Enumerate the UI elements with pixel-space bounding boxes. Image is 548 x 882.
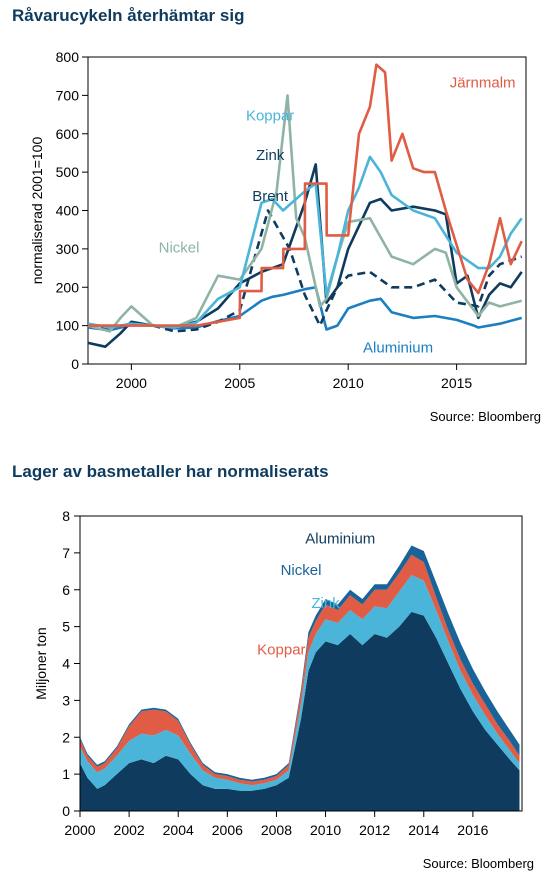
y-tick-label: 700 — [56, 87, 80, 103]
series-label-aluminium: Aluminium — [305, 531, 375, 548]
x-tick-label: 2010 — [310, 822, 341, 838]
series-label-nickel: Nickel — [281, 562, 322, 579]
y-tick-label: 0 — [62, 803, 70, 819]
series-line-aluminium — [87, 286, 523, 332]
series-label-koppar: Koppar — [246, 107, 294, 124]
y-tick-label: 100 — [56, 318, 80, 334]
series-line-zink — [87, 209, 523, 333]
series-label-brent: Brent — [252, 188, 289, 205]
y-tick-label: 0 — [71, 356, 79, 372]
source-label: Source: Bloomberg — [430, 409, 541, 424]
y-tick-label: 7 — [62, 545, 70, 561]
y-axis-label: normaliserad 2001=100 — [29, 137, 45, 285]
series-label-zink: Zink — [311, 595, 340, 612]
y-tick-label: 8 — [62, 508, 70, 524]
x-tick-label: 2000 — [116, 375, 147, 391]
x-tick-label: 2002 — [114, 822, 145, 838]
series-label-jarnmalm: Järnmalm — [450, 75, 516, 92]
x-tick-label: 2016 — [457, 822, 488, 838]
y-tick-label: 300 — [56, 241, 80, 257]
series-label-koppar: Koppar — [257, 641, 305, 658]
y-tick-label: 2 — [62, 729, 70, 745]
x-tick-label: 2014 — [408, 822, 439, 838]
area-aluminium — [80, 611, 520, 811]
x-tick-label: 2012 — [359, 822, 390, 838]
x-tick-label: 2004 — [163, 822, 194, 838]
chart-title-2: Lager av basmetaller har normaliserats — [12, 462, 329, 481]
y-tick-label: 800 — [56, 49, 80, 65]
x-tick-label: 2006 — [212, 822, 243, 838]
series-label-zink: Zink — [256, 147, 285, 164]
y-tick-label: 500 — [56, 164, 80, 180]
y-tick-label: 200 — [56, 279, 80, 295]
y-axis-label: Miljoner ton — [33, 627, 49, 699]
y-tick-label: 6 — [62, 582, 70, 598]
y-tick-label: 5 — [62, 619, 70, 635]
series-line-jarnmalm — [88, 63, 523, 327]
y-tick-label: 1 — [62, 766, 70, 782]
plot-frame — [87, 56, 527, 365]
source-label: Source: Bloomberg — [423, 856, 534, 871]
chart-title-1: Råvarucykeln återhämtar sig — [12, 6, 245, 25]
x-tick-label: 2005 — [224, 375, 255, 391]
stacked-area-chart: 0 1 2 3 4 5 6 7 8 2000 2002 2004 2006 2008 2010 2012 201… — [33, 508, 534, 871]
x-tick-label: 2008 — [261, 822, 292, 838]
y-tick-label: 4 — [62, 656, 70, 672]
y-tick-label: 600 — [56, 126, 80, 142]
x-tick-label: 2010 — [333, 375, 364, 391]
y-tick-label: 3 — [62, 692, 70, 708]
series-label-nickel: Nickel — [159, 240, 200, 257]
line-chart: 0 100 200 300 400 500 600 700 800 2000 2005 2010 201… — [29, 49, 541, 424]
x-tick-label: 2015 — [441, 375, 472, 391]
x-tick-label: 2000 — [64, 822, 95, 838]
y-tick-label: 400 — [56, 203, 80, 219]
series-label-aluminium: Aluminium — [363, 339, 433, 356]
